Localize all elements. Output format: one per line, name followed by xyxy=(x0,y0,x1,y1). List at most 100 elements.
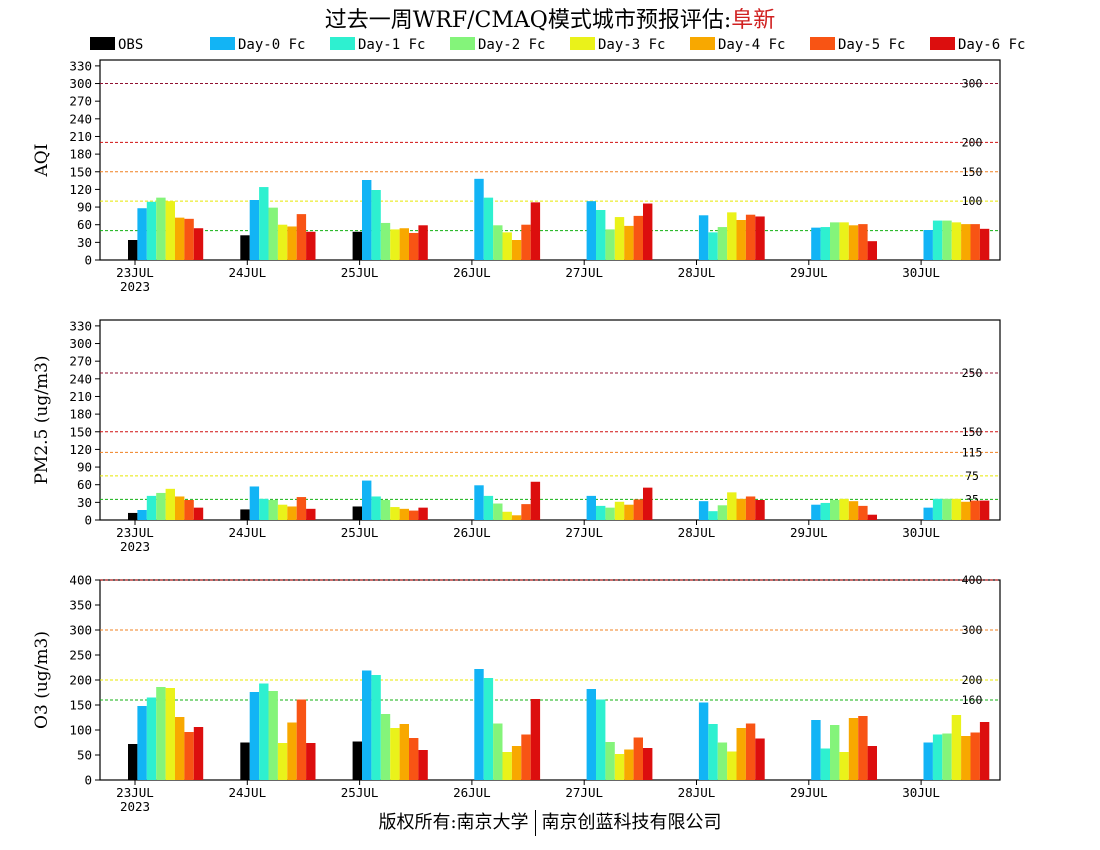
panel-3-bar-23JUL-Day-4-Fc xyxy=(175,717,185,780)
panel-2-bar-24JUL-OBS xyxy=(240,509,250,520)
panel-2-threshold-label-115: 115 xyxy=(962,445,983,459)
panel-2-bar-23JUL-Day-4-Fc xyxy=(175,496,185,520)
panel-2-bar-25JUL-Day-5-Fc xyxy=(409,510,419,520)
panel-3-bar-23JUL-Day-6-Fc xyxy=(193,727,204,780)
panel-3-bar-24JUL-Day-4-Fc xyxy=(287,722,297,780)
panel-2-bar-27JUL-Day-0-Fc xyxy=(586,495,596,520)
panel-3-ytick-label-400: 400 xyxy=(69,573,92,588)
panel-2-xtick-label-25JUL: 25JUL xyxy=(341,525,379,540)
panel-1-threshold-label-200: 200 xyxy=(962,135,983,149)
panel-1-bar-25JUL-OBS xyxy=(352,231,362,260)
panel-3-bar-24JUL-OBS xyxy=(240,742,250,780)
panel-1-ytick-label-210: 210 xyxy=(69,129,92,144)
panel-2-bar-30JUL-Day-6-Fc xyxy=(979,500,990,520)
legend-swatch-4 xyxy=(450,37,475,50)
panel-1-xtick-label-25JUL: 25JUL xyxy=(341,265,379,280)
panel-3-threshold-label-200: 200 xyxy=(962,673,983,687)
panel-3-ytick-label-300: 300 xyxy=(69,623,92,638)
panel-3-bar-26JUL-Day-4-Fc xyxy=(511,746,522,780)
panel-3-bar-24JUL-Day-0-Fc xyxy=(249,692,260,780)
panel-2-bar-24JUL-Day-0-Fc xyxy=(249,486,260,520)
panel-1-bar-29JUL-Day-0-Fc xyxy=(811,227,821,260)
panel-3-bar-24JUL-Day-2-Fc xyxy=(268,691,278,780)
panel-1-bar-27JUL-Day-2-Fc xyxy=(605,229,615,260)
panel-3-ytick-label-50: 50 xyxy=(77,748,92,763)
panel-3-ytick-label-100: 100 xyxy=(69,723,92,738)
panel-2-bar-28JUL-Day-5-Fc xyxy=(745,496,756,520)
panel-2-bar-23JUL-Day-6-Fc xyxy=(193,507,204,520)
panel-1-bar-30JUL-Day-5-Fc xyxy=(970,224,980,260)
panel-1-threshold-label-150: 150 xyxy=(962,165,983,179)
panel-1-ytick-label-330: 330 xyxy=(69,58,92,73)
panel-1-bar-28JUL-Day-4-Fc xyxy=(736,220,746,260)
legend-swatch-3 xyxy=(330,37,355,50)
panel-3-bar-27JUL-Day-5-Fc xyxy=(633,737,643,780)
panel-1-ytick-label-180: 180 xyxy=(69,147,92,162)
panel-1-bar-30JUL-Day-6-Fc xyxy=(979,228,990,260)
panel-2-bar-29JUL-Day-0-Fc xyxy=(811,504,821,520)
panel-2-bar-30JUL-Day-4-Fc xyxy=(961,501,971,520)
panel-3-threshold-label-300: 300 xyxy=(962,623,983,637)
panel-2-y-axis-label: PM2.5 (ug/m3) xyxy=(32,355,52,484)
panel-2-bar-26JUL-Day-1-Fc xyxy=(483,495,494,520)
panel-2-bar-24JUL-Day-4-Fc xyxy=(287,506,297,520)
panel-2-bar-27JUL-Day-1-Fc xyxy=(596,505,606,520)
panel-2-bar-28JUL-Day-2-Fc xyxy=(717,505,728,520)
panel-1-bar-24JUL-Day-0-Fc xyxy=(249,200,260,260)
panel-3-bar-26JUL-Day-1-Fc xyxy=(483,678,494,780)
panel-1-bar-27JUL-Day-5-Fc xyxy=(633,215,643,260)
panel-3-bar-26JUL-Day-3-Fc xyxy=(502,752,512,780)
panel-3-bar-24JUL-Day-1-Fc xyxy=(259,683,269,780)
panel-1-bar-23JUL-Day-2-Fc xyxy=(156,197,166,260)
panel-2-bar-25JUL-Day-3-Fc xyxy=(390,507,400,520)
panel-1-bar-30JUL-Day-3-Fc xyxy=(951,222,962,260)
panel-3-bar-23JUL-Day-2-Fc xyxy=(156,687,166,780)
legend-swatch-5 xyxy=(570,37,595,50)
panel-2-ytick-label-90: 90 xyxy=(77,460,92,475)
panel-3-xtick-label-30JUL: 30JUL xyxy=(902,785,940,800)
panel-1-bar-27JUL-Day-1-Fc xyxy=(596,210,606,260)
panel-3-bar-23JUL-OBS xyxy=(128,744,138,780)
panel-3-threshold-label-160: 160 xyxy=(962,693,983,707)
panel-3-bar-26JUL-Day-5-Fc xyxy=(521,734,531,780)
panel-2-xtick-label-28JUL: 28JUL xyxy=(678,525,716,540)
panel-2-ytick-label-330: 330 xyxy=(69,318,92,333)
panel-3-bar-27JUL-Day-3-Fc xyxy=(614,754,625,780)
footer-divider xyxy=(534,810,536,836)
panel-3-bar-24JUL-Day-5-Fc xyxy=(296,699,307,780)
panel-3-bar-23JUL-Day-5-Fc xyxy=(184,732,194,780)
panel-1-bar-27JUL-Day-3-Fc xyxy=(614,217,625,260)
panel-1-bar-25JUL-Day-4-Fc xyxy=(399,228,409,260)
panel-2-ytick-label-270: 270 xyxy=(69,354,92,369)
panel-3-y-axis-label: O3 (ug/m3) xyxy=(32,631,52,729)
panel-1-bar-25JUL-Day-2-Fc xyxy=(380,222,391,260)
panel-2-ytick-label-210: 210 xyxy=(69,389,92,404)
panel-3-bar-27JUL-Day-4-Fc xyxy=(624,749,634,780)
panel-1-xtick-label-23JUL: 23JUL xyxy=(116,265,154,280)
panel-1-bar-25JUL-Day-5-Fc xyxy=(409,232,419,260)
footer: 版权所有:南京大学 南京创蓝科技有限公司 xyxy=(0,808,1100,836)
footer-company: 南京创蓝科技有限公司 xyxy=(541,812,722,833)
panel-1-bar-28JUL-Day-1-Fc xyxy=(708,232,718,260)
panel-2-xtick-label-29JUL: 29JUL xyxy=(790,525,828,540)
panel-1-bar-26JUL-Day-5-Fc xyxy=(521,224,531,260)
panel-1-bar-26JUL-Day-6-Fc xyxy=(530,202,541,260)
panel-3-xtick-label-29JUL: 29JUL xyxy=(790,785,828,800)
panel-1-ytick-label-240: 240 xyxy=(69,111,92,126)
panel-2-bar-26JUL-Day-4-Fc xyxy=(511,515,522,520)
panel-2-bar-26JUL-Day-6-Fc xyxy=(530,481,541,520)
panel-1-ytick-label-150: 150 xyxy=(69,164,92,179)
panel-3-bar-24JUL-Day-3-Fc xyxy=(277,743,288,780)
legend-swatch-2 xyxy=(210,37,235,50)
panel-3-bar-28JUL-Day-3-Fc xyxy=(727,751,737,780)
panel-3-ytick-label-350: 350 xyxy=(69,598,92,613)
panel-2-bar-23JUL-Day-2-Fc xyxy=(156,492,166,520)
panel-2-threshold-label-150: 150 xyxy=(962,425,983,439)
panel-1-threshold-label-300: 300 xyxy=(962,77,983,91)
panel-1-bar-25JUL-Day-1-Fc xyxy=(371,190,381,260)
legend-label-7: Day-5 Fc xyxy=(838,37,905,53)
panel-2-xtick-label-27JUL: 27JUL xyxy=(565,525,603,540)
panel-3-bar-24JUL-Day-6-Fc xyxy=(306,743,316,780)
panel-1-bar-28JUL-Day-5-Fc xyxy=(745,214,756,260)
panel-3-bar-26JUL-Day-6-Fc xyxy=(530,699,541,780)
